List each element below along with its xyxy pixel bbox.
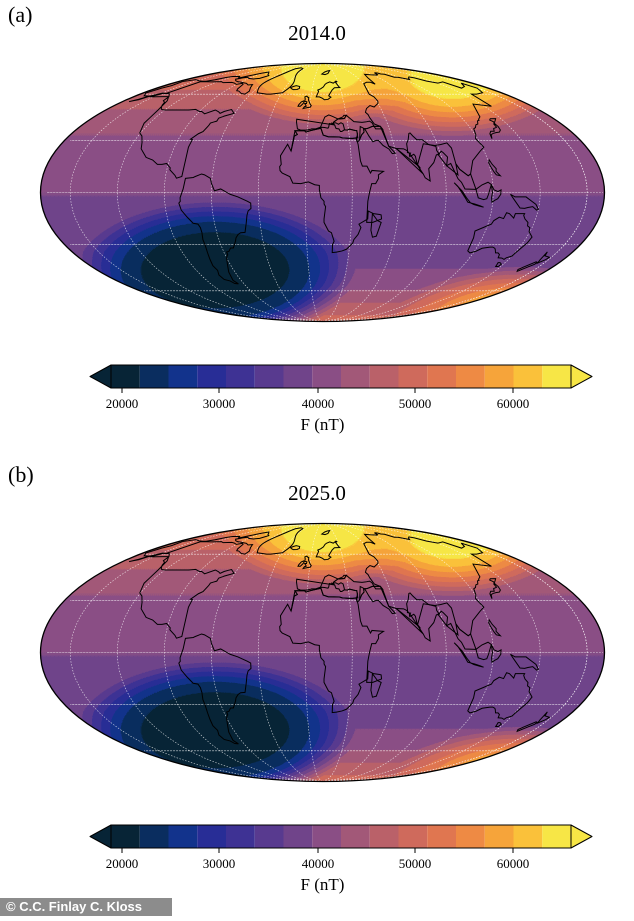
svg-text:40000: 40000 bbox=[302, 396, 335, 411]
svg-text:50000: 50000 bbox=[399, 856, 432, 871]
svg-text:60000: 60000 bbox=[497, 856, 530, 871]
svg-text:2025.0: 2025.0 bbox=[288, 481, 346, 505]
svg-text:F (nT): F (nT) bbox=[301, 875, 345, 894]
svg-text:30000: 30000 bbox=[203, 856, 236, 871]
svg-text:2014.0: 2014.0 bbox=[288, 21, 346, 45]
svg-text:F (nT): F (nT) bbox=[301, 415, 345, 434]
svg-text:20000: 20000 bbox=[106, 856, 139, 871]
svg-text:20000: 20000 bbox=[106, 396, 139, 411]
svg-text:60000: 60000 bbox=[497, 396, 530, 411]
svg-text:50000: 50000 bbox=[399, 396, 432, 411]
svg-text:(b): (b) bbox=[8, 462, 34, 487]
svg-text:(a): (a) bbox=[8, 2, 32, 27]
svg-text:30000: 30000 bbox=[203, 396, 236, 411]
svg-text:40000: 40000 bbox=[302, 856, 335, 871]
svg-text:© C.C. Finlay C. Kloss: © C.C. Finlay C. Kloss bbox=[6, 899, 142, 914]
